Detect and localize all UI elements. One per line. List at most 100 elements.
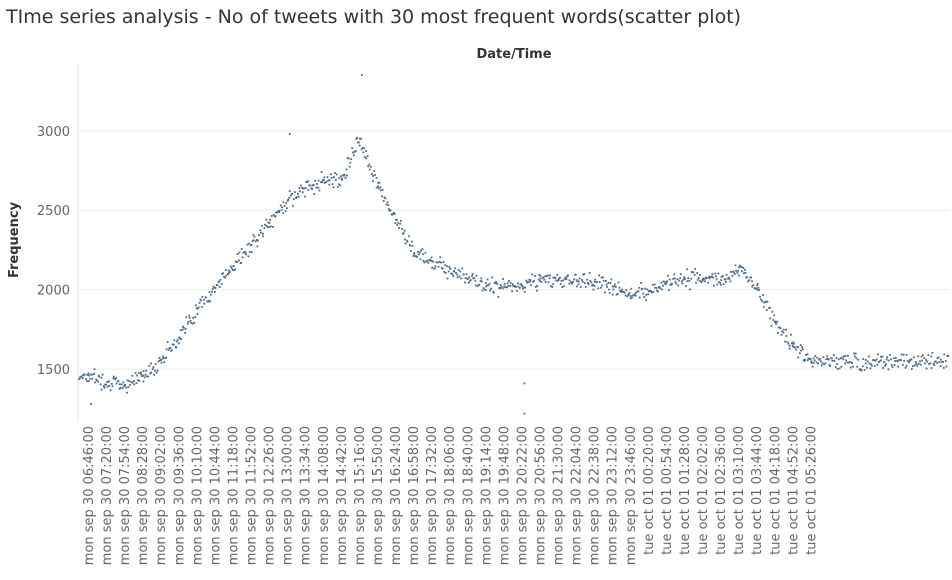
data-point	[291, 192, 294, 195]
data-point	[179, 329, 182, 332]
data-point	[99, 383, 102, 386]
data-point	[574, 273, 577, 276]
data-point	[231, 269, 234, 271]
data-point	[534, 286, 537, 288]
data-point	[162, 357, 165, 360]
data-point	[861, 365, 864, 368]
data-point	[169, 347, 172, 349]
x-tick-label: mon sep 30 19:14:00	[479, 426, 494, 565]
data-point	[449, 268, 452, 270]
data-point	[223, 275, 225, 278]
data-point	[454, 267, 457, 270]
data-point	[679, 277, 682, 280]
data-point	[289, 194, 292, 197]
data-point	[781, 330, 783, 333]
data-point	[529, 279, 532, 282]
data-point	[934, 360, 937, 363]
data-point	[540, 281, 543, 283]
data-point	[294, 191, 296, 193]
data-point	[190, 322, 193, 324]
data-point	[552, 283, 554, 286]
data-point	[688, 279, 691, 282]
data-point	[711, 273, 714, 276]
data-point	[544, 275, 547, 278]
data-point	[566, 275, 569, 278]
data-point	[492, 290, 495, 293]
data-point	[109, 389, 112, 392]
data-point	[117, 380, 120, 383]
data-point	[186, 322, 189, 325]
data-point	[142, 380, 145, 383]
data-point	[214, 291, 216, 293]
data-point	[806, 359, 809, 362]
data-point	[503, 283, 506, 285]
data-point	[681, 280, 683, 282]
data-point	[600, 286, 602, 289]
data-point	[645, 299, 647, 302]
data-point	[492, 291, 495, 294]
data-point	[576, 285, 578, 288]
data-point	[554, 277, 557, 279]
data-point	[646, 288, 649, 291]
data-point	[219, 278, 222, 281]
data-point	[881, 355, 884, 358]
data-point	[355, 138, 358, 140]
data-point	[735, 269, 737, 272]
data-point	[309, 184, 312, 187]
data-point	[280, 209, 283, 211]
data-point	[421, 248, 424, 250]
data-point	[640, 282, 642, 284]
data-point	[363, 147, 366, 150]
data-point	[330, 173, 332, 176]
data-point	[846, 361, 849, 364]
data-point	[358, 144, 361, 147]
data-point	[693, 273, 696, 276]
data-point	[317, 179, 320, 182]
data-point	[844, 355, 847, 357]
data-point	[272, 226, 274, 228]
data-point	[274, 215, 277, 217]
data-point	[528, 278, 531, 281]
data-point	[786, 341, 789, 343]
data-point	[446, 265, 448, 268]
data-point	[620, 291, 623, 293]
y-tick-label: 1500	[37, 363, 70, 378]
data-point	[573, 278, 575, 281]
data-point	[137, 372, 140, 374]
data-point	[927, 354, 930, 356]
data-point	[442, 261, 445, 263]
data-point	[623, 291, 626, 294]
data-point	[621, 290, 624, 293]
data-point	[328, 179, 331, 182]
data-point	[797, 346, 799, 349]
data-point	[913, 364, 916, 367]
data-point	[942, 367, 945, 369]
data-point	[501, 287, 504, 290]
data-point	[133, 383, 136, 386]
data-point	[761, 300, 764, 303]
data-point	[828, 364, 831, 366]
data-point	[664, 281, 666, 284]
data-point	[430, 259, 432, 262]
data-point	[593, 285, 596, 287]
data-point	[692, 271, 695, 274]
data-point	[348, 165, 351, 168]
data-point	[849, 361, 851, 363]
data-point	[525, 279, 528, 282]
data-point	[150, 371, 153, 374]
data-point	[488, 282, 491, 285]
data-point	[201, 295, 204, 298]
data-point	[378, 181, 381, 184]
data-point	[516, 289, 518, 292]
data-point	[188, 314, 191, 317]
data-point	[695, 281, 697, 284]
data-point	[144, 373, 147, 376]
data-point	[578, 277, 581, 280]
data-point	[928, 363, 930, 365]
data-point	[287, 198, 290, 201]
data-point	[884, 364, 886, 367]
data-point	[247, 255, 250, 258]
data-point	[222, 272, 225, 275]
data-point	[868, 362, 871, 365]
data-point	[792, 346, 795, 348]
